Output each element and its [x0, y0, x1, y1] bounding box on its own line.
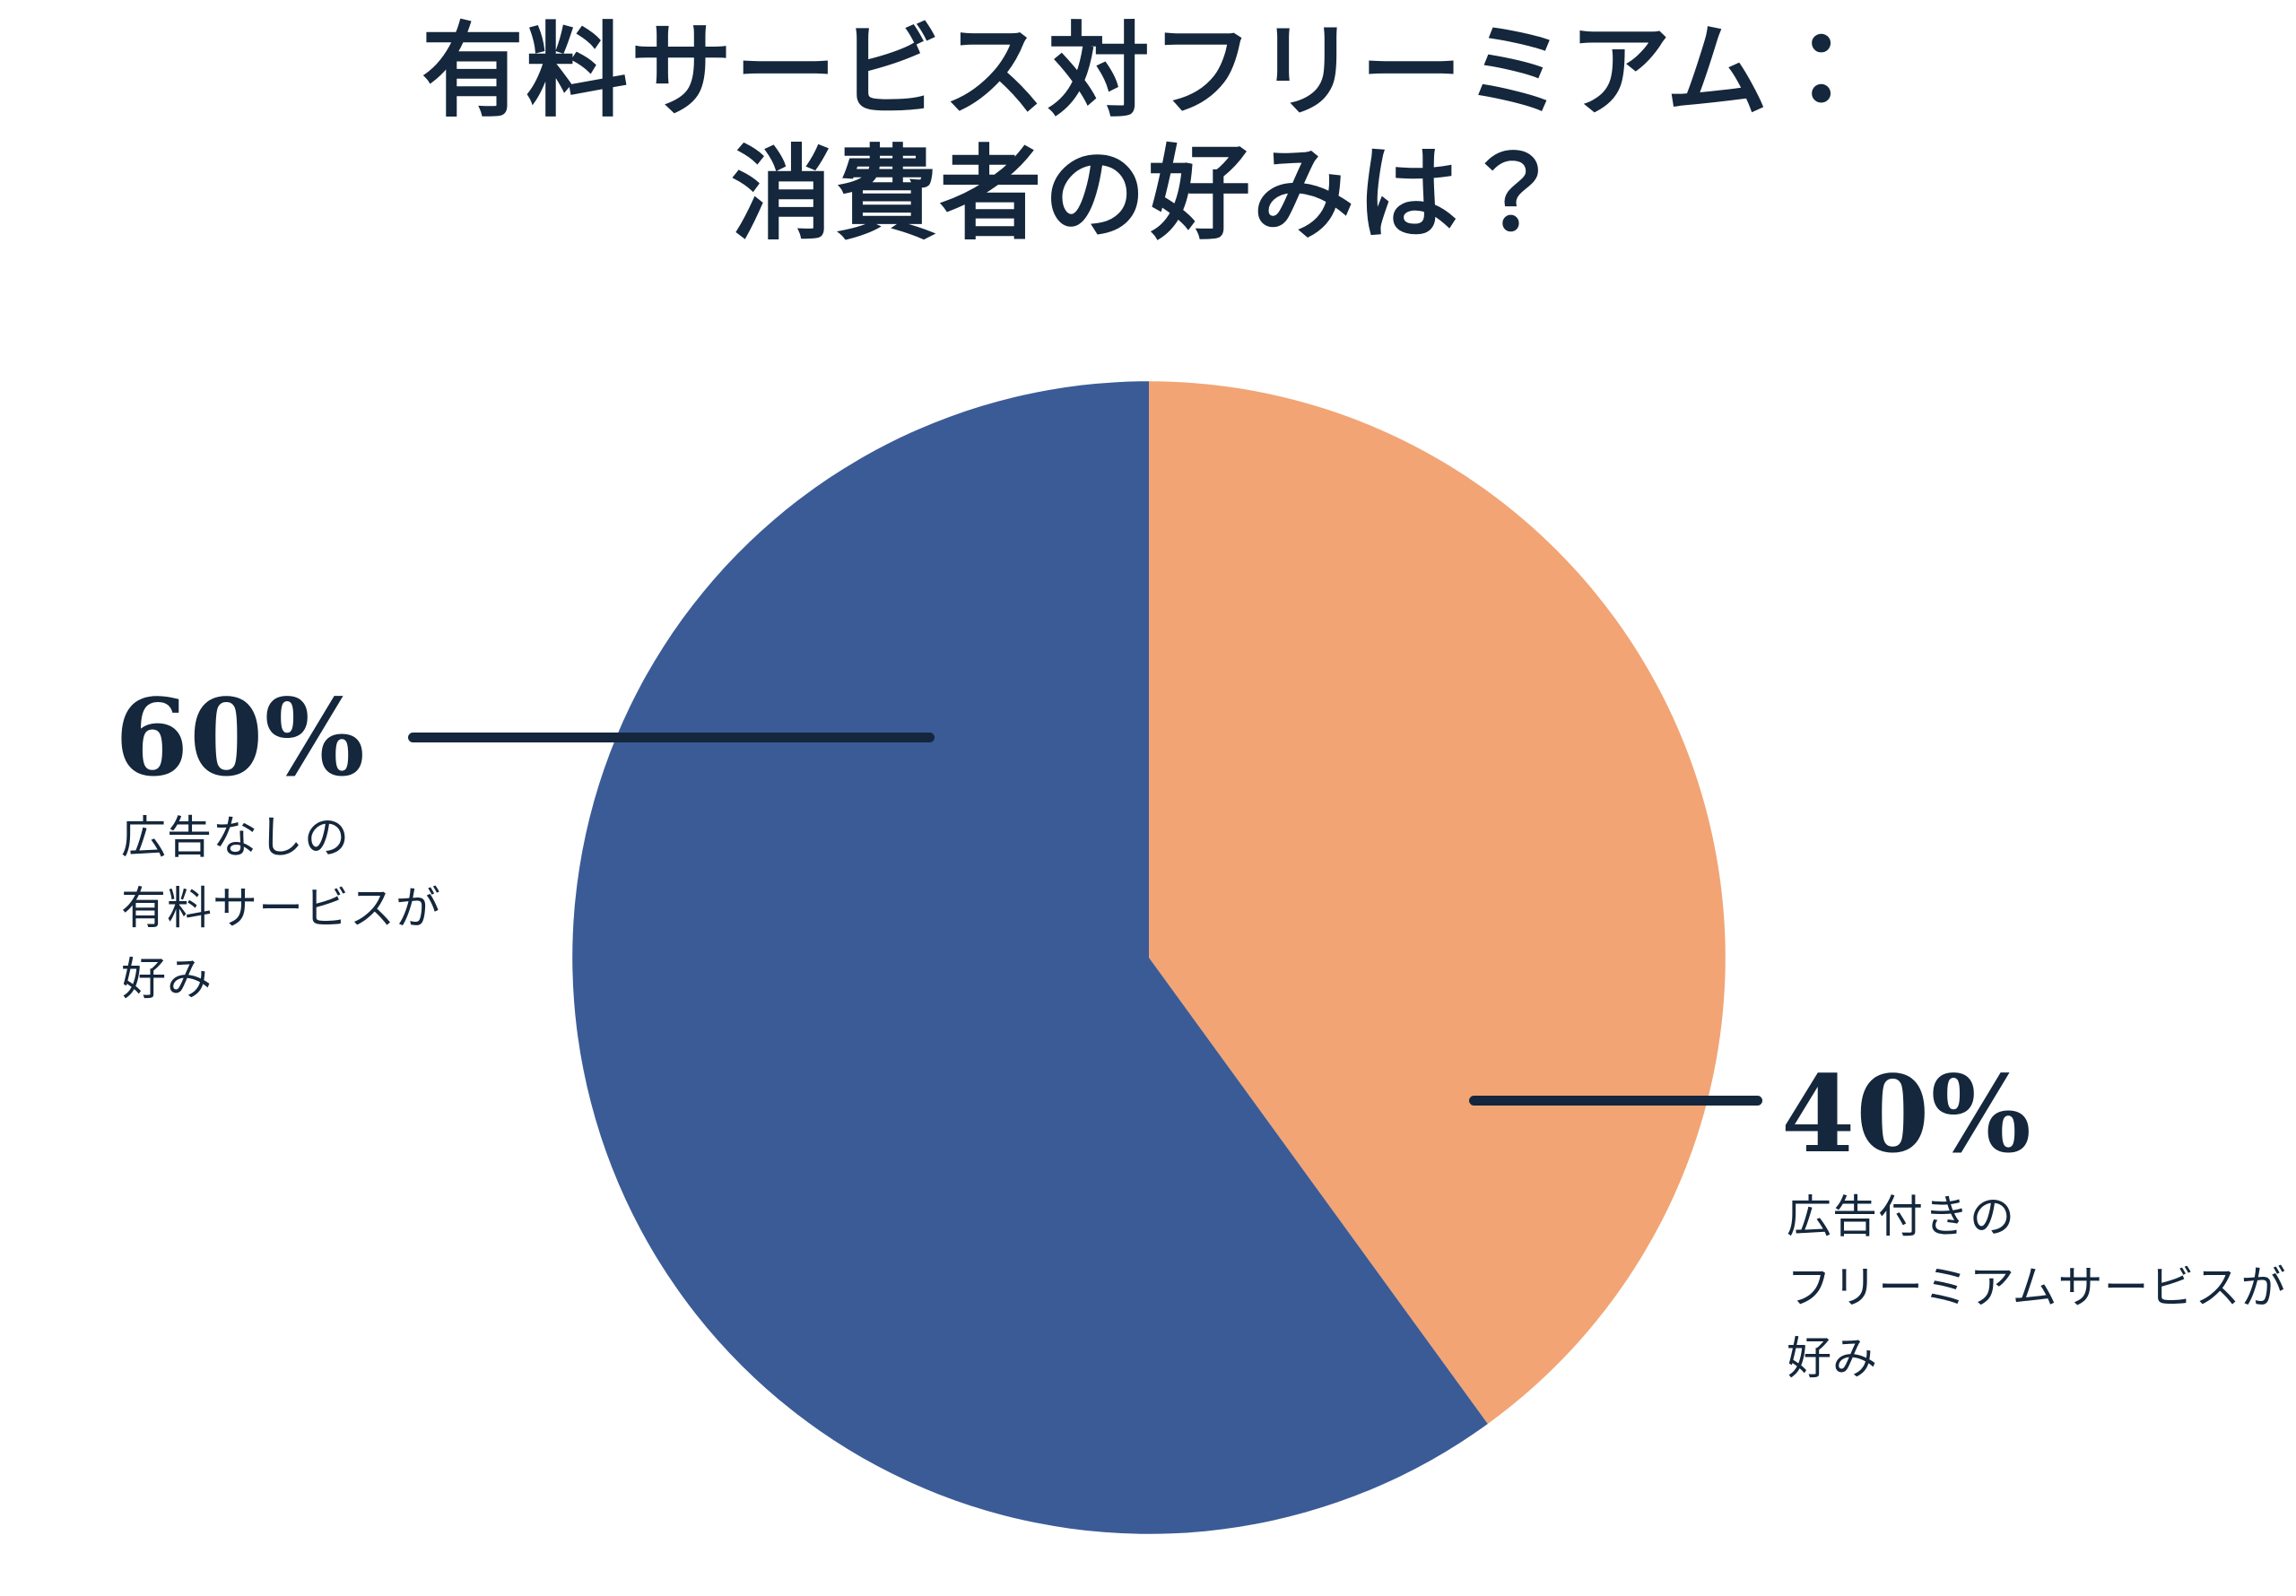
pie-slice-paid — [572, 381, 1488, 1534]
paid-description-line: 有料サービスが — [121, 882, 441, 934]
chart-title-line-2: 消費者の好みは？ — [730, 134, 1566, 254]
freemium-description-line: 広告付きの — [1787, 1191, 2015, 1243]
freemium-leader-line — [1469, 1096, 1762, 1106]
paid-percentage-label: 60% — [115, 675, 366, 800]
paid-description: 広告なしの 有料サービスが 好み — [121, 802, 441, 1015]
paid-leader-line — [408, 733, 935, 742]
chart-title: 有料サービス対フリーミアム： 消費者の好みは？ — [0, 11, 2296, 256]
paid-description-line: 好み — [121, 953, 213, 1005]
pie-chart — [572, 381, 1726, 1534]
freemium-description-line: フリーミアムサービスが — [1787, 1262, 2287, 1314]
freemium-description: 広告付きの フリーミアムサービスが 好み — [1787, 1182, 2287, 1394]
pie-slice-freemium — [1149, 381, 1726, 1425]
freemium-description-line: 好み — [1787, 1332, 1878, 1384]
chart-title-line-1: 有料サービス対フリーミアム： — [422, 12, 1874, 131]
freemium-percentage-label: 40% — [1781, 1052, 2032, 1176]
paid-description-line: 広告なしの — [121, 811, 350, 863]
